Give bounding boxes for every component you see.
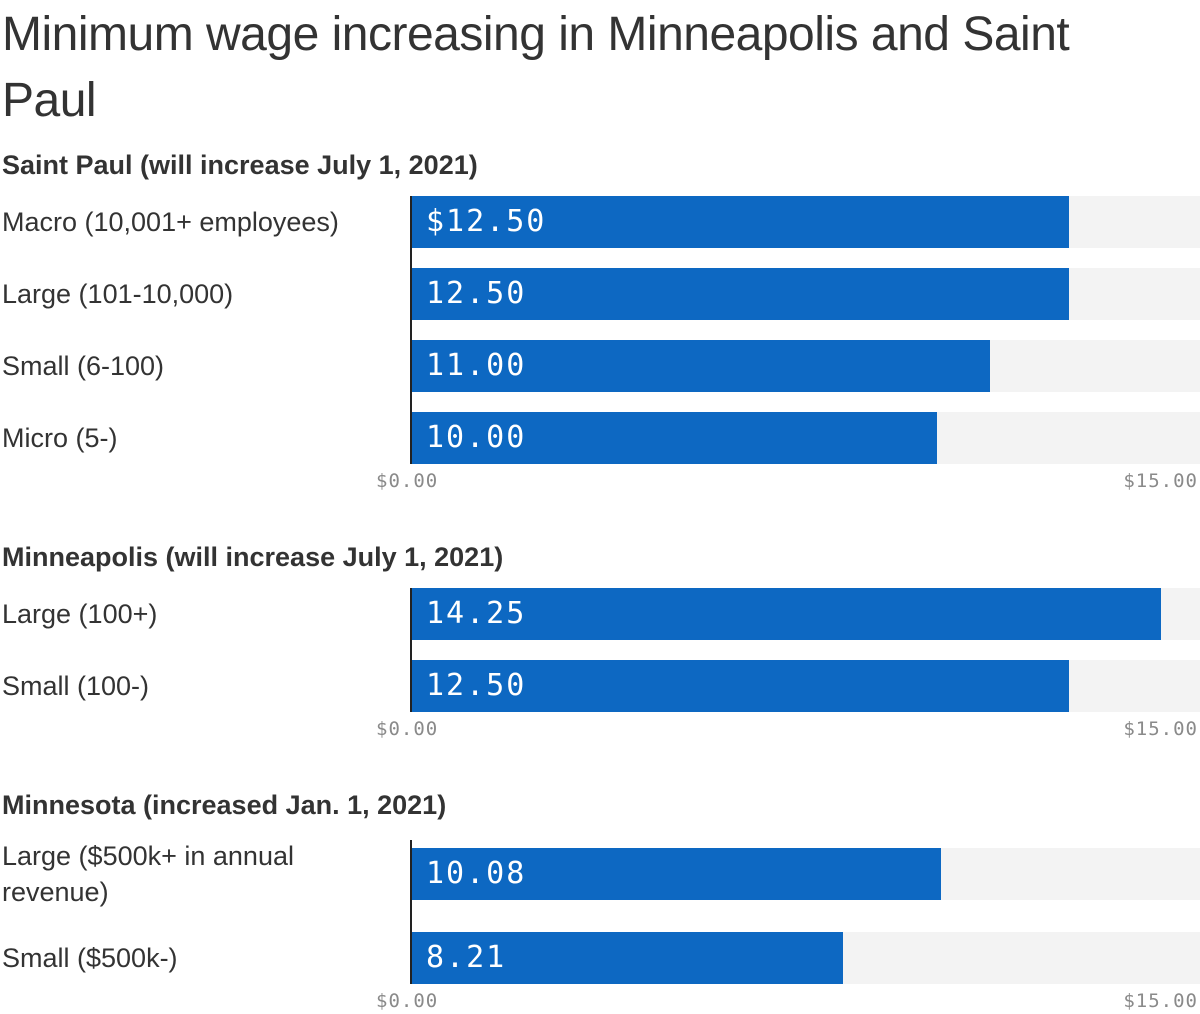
panel-title: Saint Paul (will increase July 1, 2021) [2, 150, 478, 180]
bar-row: Macro (10,001+ employees) $12.50 [0, 196, 1200, 248]
bar [411, 340, 990, 392]
bar-row: Micro (5-) 10.00 [0, 412, 1200, 464]
bar-value-label: $12.50 [426, 204, 547, 239]
bar-track: 10.00 [411, 412, 1200, 464]
bar-row: Small (100-) 12.50 [0, 660, 1200, 712]
x-tick-label: $0.00 [376, 718, 439, 740]
bar-track: 8.21 [411, 932, 1200, 984]
bar-value-label: 11.00 [426, 348, 527, 383]
x-tick-label: $15.00 [1123, 470, 1198, 492]
bar-track: 14.25 [411, 588, 1200, 640]
axis-baseline [410, 196, 412, 464]
bar-track: 10.08 [411, 848, 1200, 900]
bar [411, 196, 1069, 248]
bar-row: Large (100+) 14.25 [0, 588, 1200, 640]
bar-value-label: 10.00 [426, 420, 527, 455]
bar-label: Large ($500k+ in annual revenue) [2, 841, 294, 907]
bar-value-label: 10.08 [426, 856, 527, 891]
bar [411, 588, 1161, 640]
panel-title: Minneapolis (will increase July 1, 2021) [2, 542, 504, 572]
axis-baseline [410, 588, 412, 712]
bar-label: Macro (10,001+ employees) [2, 207, 339, 237]
bar-label: Large (100+) [2, 599, 158, 629]
axis-baseline [410, 840, 412, 984]
bar-label: Micro (5-) [2, 423, 118, 453]
bar-label: Small (6-100) [2, 351, 165, 381]
bar [411, 932, 843, 984]
bar-value-label: 12.50 [426, 276, 527, 311]
bar [411, 268, 1069, 320]
bar-track: $12.50 [411, 196, 1200, 248]
bar-row: Small (6-100) 11.00 [0, 340, 1200, 392]
bar [411, 660, 1069, 712]
bar-label: Small (100-) [2, 671, 150, 701]
bar-value-label: 8.21 [426, 940, 507, 975]
bar-track: 12.50 [411, 660, 1200, 712]
bar-row: Large (101-10,000) 12.50 [0, 268, 1200, 320]
x-tick-label: $0.00 [376, 470, 439, 492]
bar-value-label: 12.50 [426, 668, 527, 703]
chart-title: Minimum wage increasing in Minneapolis a… [2, 8, 1070, 127]
bar-track: 11.00 [411, 340, 1200, 392]
bar-label: Small ($500k-) [2, 943, 178, 973]
x-tick-label: $0.00 [376, 990, 439, 1012]
bar [411, 848, 941, 900]
bar-label: Large (101-10,000) [2, 279, 234, 309]
panel-title: Minnesota (increased Jan. 1, 2021) [2, 790, 447, 820]
bar-row: Small ($500k-) 8.21 [0, 932, 1200, 984]
x-tick-label: $15.00 [1123, 718, 1198, 740]
bar-value-label: 14.25 [426, 596, 527, 631]
x-tick-label: $15.00 [1123, 990, 1198, 1012]
bar [411, 412, 937, 464]
bar-track: 12.50 [411, 268, 1200, 320]
bar-row: Large ($500k+ in annual revenue) 10.08 [0, 841, 1200, 907]
